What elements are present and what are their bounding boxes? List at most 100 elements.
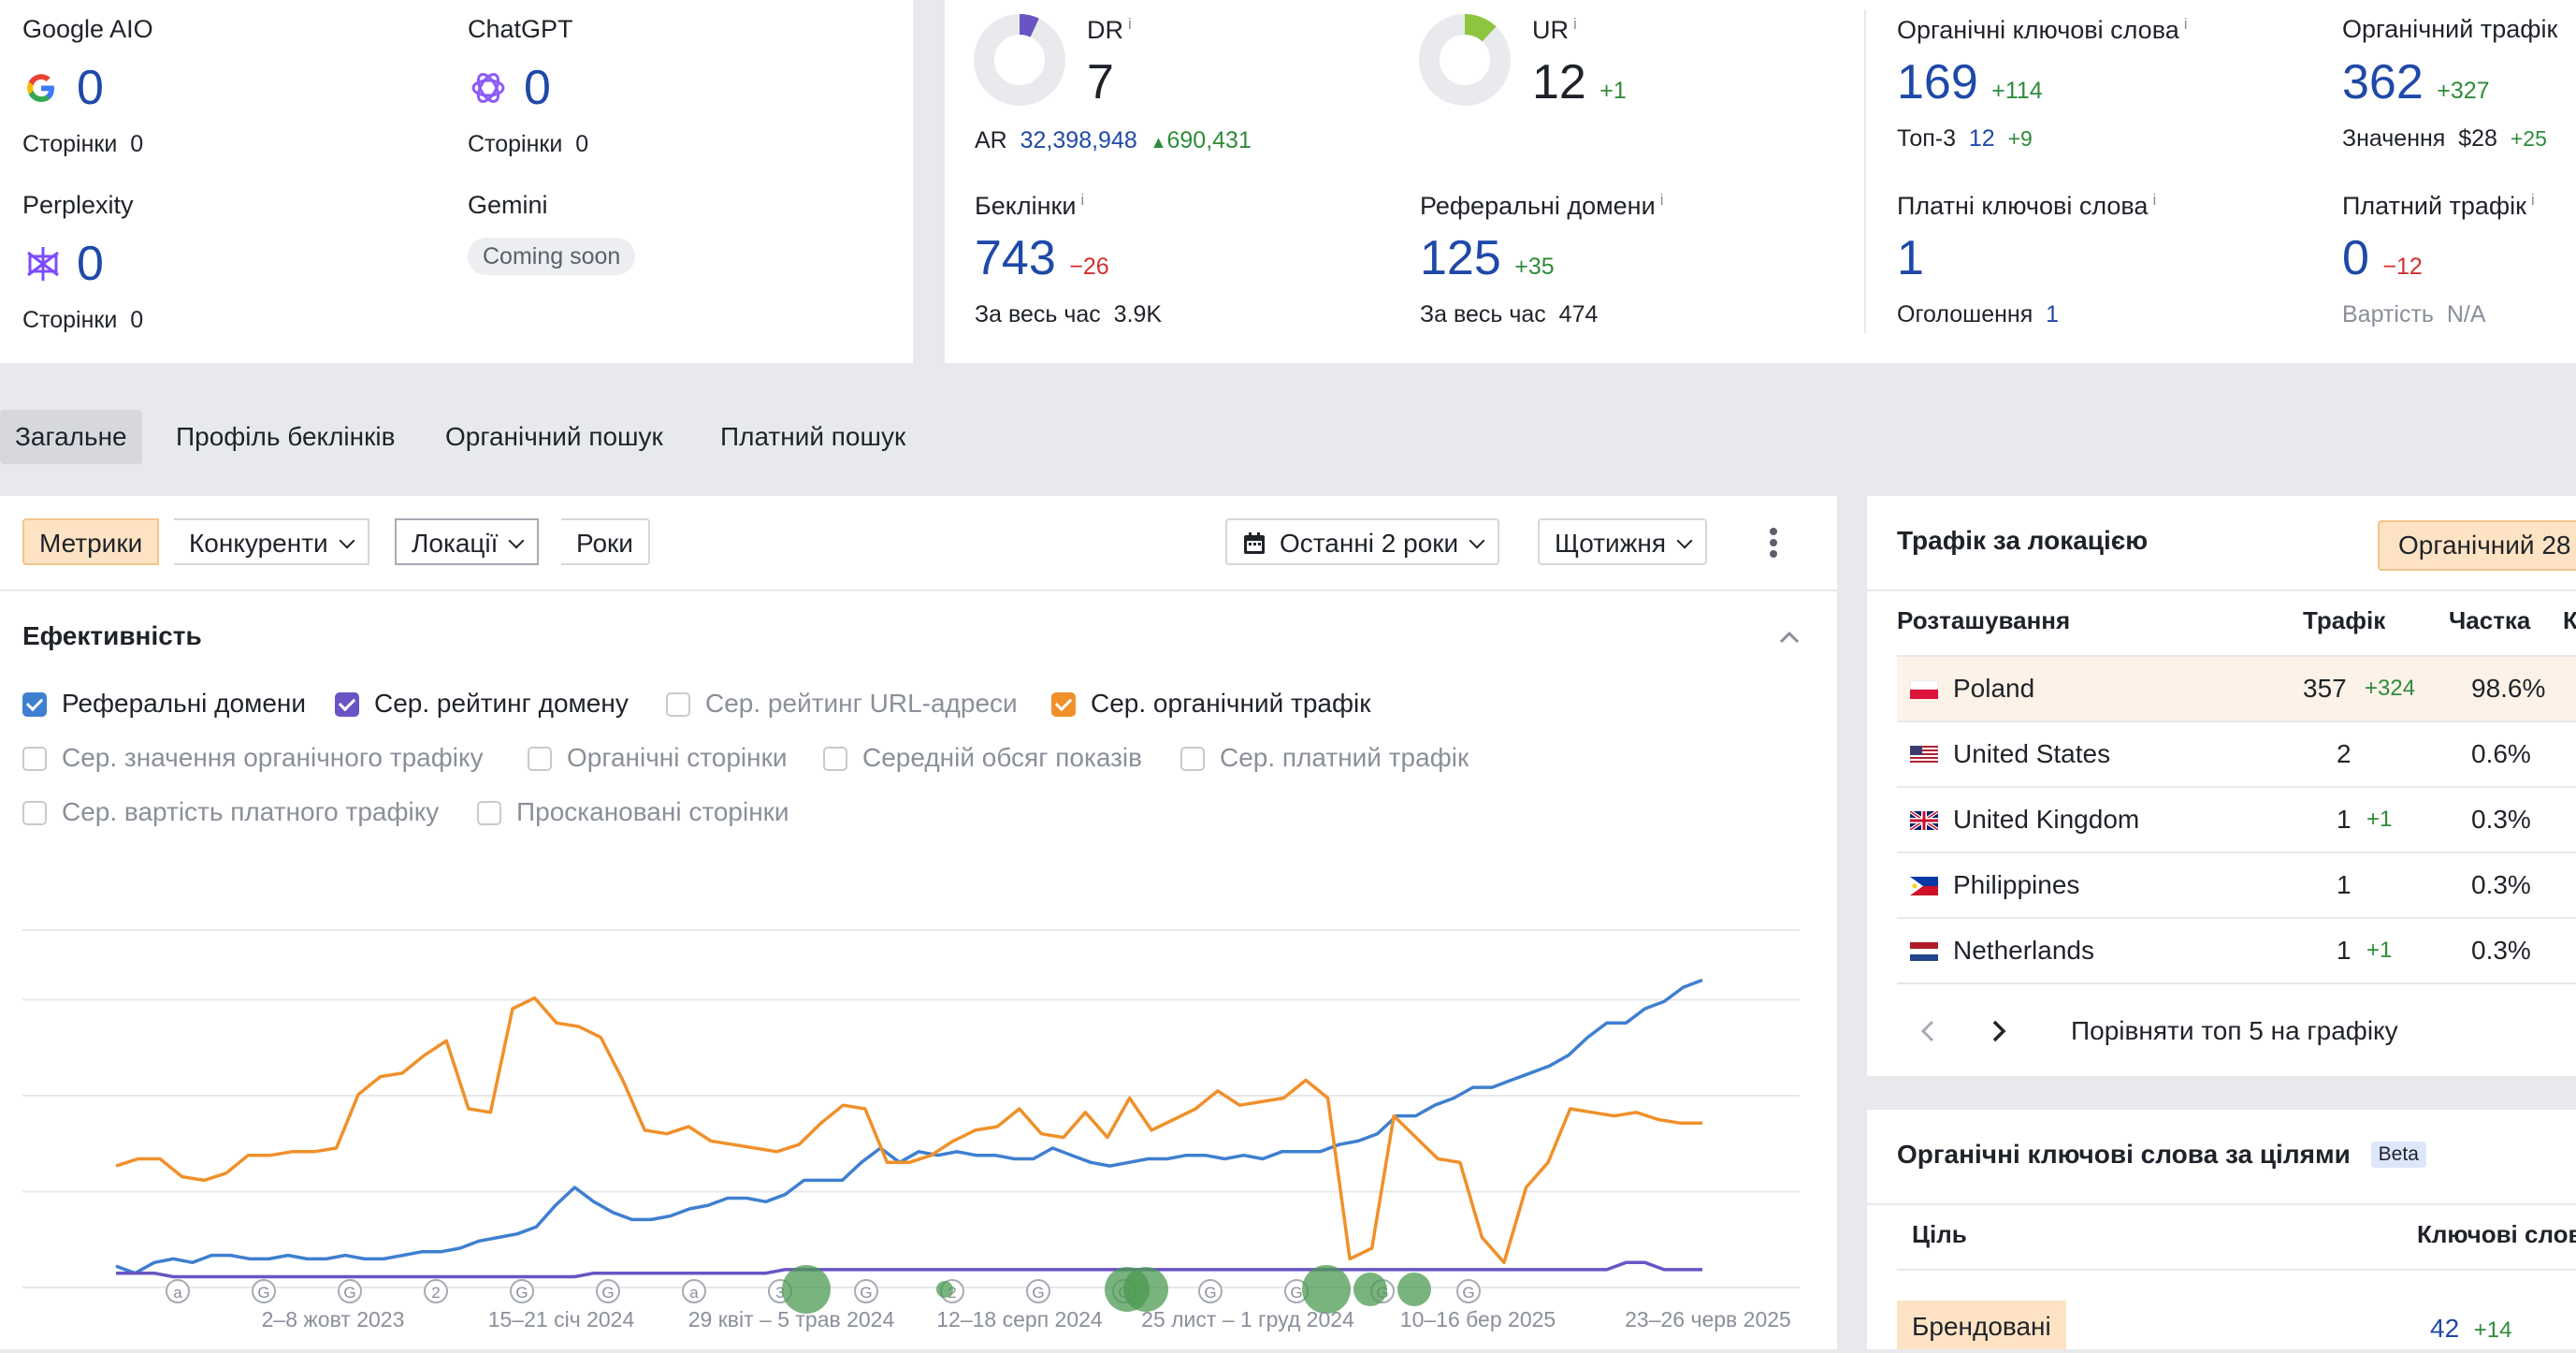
organic-keywords-value-text[interactable]: 169 bbox=[1897, 55, 1978, 109]
checkbox-impressions[interactable]: Середній обсяг показів bbox=[823, 742, 1142, 774]
tab-overview[interactable]: Загальне bbox=[0, 410, 142, 464]
country-name[interactable]: Netherlands bbox=[1953, 936, 2094, 965]
event-marker[interactable] bbox=[596, 1279, 620, 1303]
ar-value[interactable]: 32,398,948 bbox=[1020, 127, 1137, 153]
event-marker[interactable] bbox=[1198, 1279, 1223, 1303]
table-row[interactable]: Philippines 1 0.3% bbox=[1897, 851, 2576, 919]
locations-dropdown[interactable]: Локації bbox=[395, 518, 540, 565]
series-line-3[interactable] bbox=[115, 996, 1702, 1265]
ai-card-title: Perplexity bbox=[22, 191, 134, 219]
metrics-button[interactable]: Метрики bbox=[22, 518, 160, 565]
ads-value[interactable]: 1 bbox=[2046, 301, 2060, 327]
country-name[interactable]: Poland bbox=[1953, 674, 2035, 703]
checkbox-paid-traffic[interactable]: Сер. платний трафік bbox=[1180, 742, 1469, 774]
checkbox-url-rating[interactable]: Сер. рейтинг URL-адреси bbox=[666, 688, 1018, 720]
branded-value-text[interactable]: 42 bbox=[2430, 1314, 2460, 1343]
info-icon[interactable]: i bbox=[1573, 15, 1577, 33]
tab-backlink-profile[interactable]: Профіль беклінків bbox=[176, 422, 396, 451]
paid-traffic-label-text: Платний трафік bbox=[2342, 192, 2526, 220]
next-page-icon[interactable] bbox=[1987, 1018, 2009, 1044]
event-marker[interactable] bbox=[1026, 1279, 1050, 1303]
event-marker[interactable] bbox=[510, 1279, 534, 1303]
col-share[interactable]: Частка bbox=[2449, 606, 2531, 634]
paid-traffic-value-text[interactable]: 0 bbox=[2342, 231, 2369, 285]
tab-paid-search[interactable]: Платний пошук bbox=[720, 422, 906, 451]
table-row[interactable]: Poland 357 +324 98.6% bbox=[1897, 655, 2576, 722]
checkbox-referring-domains[interactable]: Реферальні домени bbox=[22, 688, 306, 720]
series-line-2[interactable] bbox=[116, 1260, 1702, 1279]
info-icon[interactable]: i bbox=[1080, 191, 1085, 209]
info-icon[interactable]: i bbox=[2530, 191, 2535, 209]
pages-value: 0 bbox=[575, 131, 589, 157]
beta-badge: Beta bbox=[2370, 1142, 2426, 1168]
event-marker[interactable] bbox=[166, 1279, 190, 1303]
traffic-delta: +1 bbox=[2366, 938, 2393, 963]
period-dropdown[interactable]: Останні 2 роки bbox=[1225, 518, 1500, 565]
info-icon[interactable]: i bbox=[1659, 191, 1664, 209]
info-icon[interactable]: i bbox=[1128, 15, 1132, 33]
event-marker[interactable] bbox=[252, 1279, 276, 1303]
branded-keywords-value[interactable]: 42 +14 bbox=[2430, 1314, 2511, 1344]
years-button[interactable]: Роки bbox=[561, 518, 650, 565]
paid-traffic-value: 0 −12 bbox=[2342, 234, 2423, 283]
country-name[interactable]: United Kingdom bbox=[1953, 805, 2140, 834]
event-marker-label: 2 bbox=[431, 1284, 440, 1302]
checkbox-crawled-pages[interactable]: Проскановані сторінки bbox=[477, 796, 789, 828]
table-row[interactable]: Netherlands 1 +1 0.3% bbox=[1897, 917, 2576, 984]
update-bubble[interactable] bbox=[936, 1281, 953, 1298]
series-line-1[interactable] bbox=[115, 978, 1703, 1275]
checkbox-label: Проскановані сторінки bbox=[516, 797, 789, 826]
checkbox-organic-pages[interactable]: Органічні сторінки bbox=[528, 742, 787, 774]
update-bubble[interactable] bbox=[1123, 1267, 1168, 1312]
update-bubble[interactable] bbox=[1353, 1273, 1387, 1306]
interval-dropdown[interactable]: Щотижня bbox=[1538, 518, 1708, 565]
tab-organic-search[interactable]: Органічний пошук bbox=[445, 422, 663, 451]
country-name[interactable]: Philippines bbox=[1953, 870, 2080, 899]
chevron-down-icon bbox=[508, 532, 525, 549]
all-time-value: 474 bbox=[1558, 301, 1599, 327]
compare-top5-link[interactable]: Порівняти топ 5 на графіку bbox=[2071, 1016, 2398, 1045]
info-icon[interactable]: i bbox=[2183, 15, 2188, 33]
backlinks-label: Беклінки i bbox=[975, 191, 1084, 221]
organic-filter-button[interactable]: Органічний 28 bbox=[2378, 520, 2576, 571]
update-bubble[interactable] bbox=[1397, 1273, 1431, 1306]
info-icon[interactable]: i bbox=[2152, 191, 2157, 209]
col-keywords[interactable]: Ключові слов bbox=[2417, 1220, 2576, 1248]
table-row[interactable]: United States 2 0.6% bbox=[1897, 720, 2576, 788]
ur-delta: +1 bbox=[1599, 78, 1627, 104]
country-name[interactable]: United States bbox=[1953, 739, 2111, 768]
update-bubble[interactable] bbox=[1302, 1265, 1351, 1314]
event-marker[interactable] bbox=[854, 1279, 878, 1303]
table-row[interactable]: United Kingdom 1 +1 0.3% bbox=[1897, 786, 2576, 853]
checkbox-organic-traffic[interactable]: Сер. органічний трафік bbox=[1051, 688, 1371, 720]
checkbox-organic-traffic-value[interactable]: Сер. значення органічного трафіку bbox=[22, 742, 484, 774]
organic-traffic-label: Органічний трафік bbox=[2342, 15, 2557, 44]
checkbox-domain-rating[interactable]: Сер. рейтинг домену bbox=[335, 688, 629, 720]
update-bubble[interactable] bbox=[782, 1265, 831, 1314]
checkbox-paid-traffic-cost[interactable]: Сер. вартість платного трафіку bbox=[22, 796, 439, 828]
backlinks-value-text[interactable]: 743 bbox=[975, 231, 1056, 285]
ref-domains-label-text: Реферальні домени bbox=[1420, 192, 1656, 220]
collapse-chevron-icon[interactable] bbox=[1777, 625, 1802, 649]
share-value: 0.3% bbox=[2471, 936, 2531, 965]
backlinks-value: 743 −26 bbox=[975, 234, 1109, 283]
event-marker[interactable] bbox=[424, 1279, 448, 1303]
event-marker[interactable] bbox=[682, 1279, 706, 1303]
top3-value[interactable]: 12 bbox=[1968, 125, 1995, 152]
event-marker[interactable] bbox=[338, 1279, 362, 1303]
locations-label: Локації bbox=[412, 529, 499, 558]
all-time-value: 3.9K bbox=[1113, 301, 1163, 327]
organic-keywords-value: 169 +114 bbox=[1897, 58, 2043, 107]
organic-traffic-value-text[interactable]: 362 bbox=[2342, 55, 2424, 109]
chatgpt-pages: Сторінки 0 bbox=[468, 131, 588, 158]
paid-keywords-value[interactable]: 1 bbox=[1897, 231, 1924, 285]
prev-page-icon[interactable] bbox=[1918, 1018, 1940, 1044]
ref-domains-value-text[interactable]: 125 bbox=[1420, 231, 1501, 285]
event-marker[interactable] bbox=[1456, 1279, 1481, 1303]
organic-keywords-label-text: Органічні ключові слова bbox=[1897, 16, 2179, 44]
share-value: 0.3% bbox=[2471, 805, 2531, 834]
more-options-icon[interactable] bbox=[1762, 524, 1785, 561]
competitors-dropdown[interactable]: Конкуренти bbox=[174, 518, 369, 565]
col-traffic[interactable]: Трафік bbox=[2303, 606, 2386, 634]
